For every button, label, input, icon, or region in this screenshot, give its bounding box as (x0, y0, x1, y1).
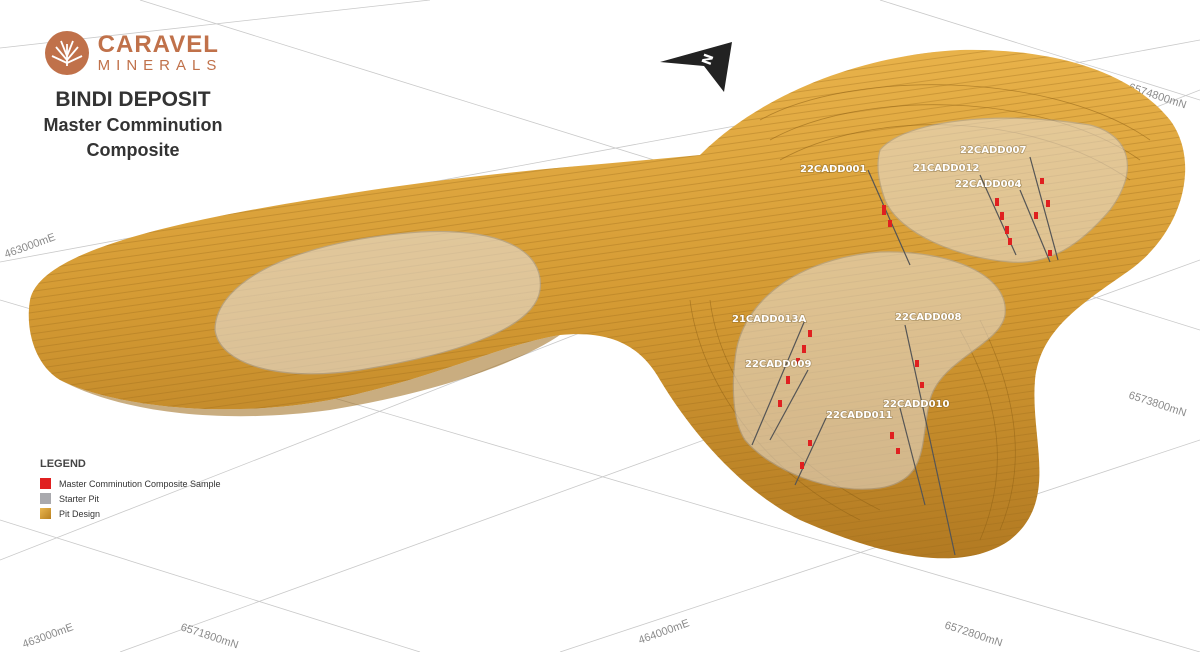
legend-item-starter-pit: Starter Pit (40, 493, 221, 504)
drill-hole-label: 22CADD008 (895, 312, 962, 323)
drill-hole-label: 22CADD009 (745, 359, 812, 370)
page-subtitle-line2: Composite (86, 139, 180, 160)
grid-label-463000-bottom: 463000mE (21, 621, 75, 650)
drill-hole-label: 21CADD013A (732, 314, 806, 325)
drill-hole-labels: 22CADD001 22CADD007 21CADD012 22CADD004 … (731, 144, 1027, 422)
drill-hole-label: 22CADD007 (960, 145, 1027, 156)
legend-title: LEGEND (40, 458, 86, 470)
legend-swatch-sample (40, 478, 51, 489)
legend-swatch-pit-design (40, 508, 51, 519)
drill-hole-label: 21CADD012 (913, 163, 980, 174)
legend-item-pit-design: Pit Design (40, 508, 221, 519)
svg-text:N: N (700, 52, 718, 67)
legend-label: Starter Pit (59, 493, 100, 504)
legend: LEGEND Master Comminution Composite Samp… (40, 458, 221, 523)
drill-traces (751, 156, 1059, 556)
caravel-logo-icon (44, 31, 89, 75)
composite-samples (778, 178, 1052, 469)
starter-pit-south (732, 251, 1006, 490)
legend-item-sample: Master Comminution Composite Sample (40, 478, 221, 489)
grid-label-6571800: 6571800mN (179, 621, 240, 651)
grid-label-6572800: 6572800mN (943, 619, 1004, 649)
legend-swatch-starter-pit (40, 493, 51, 504)
page-subtitle-line1: Master Comminution (43, 115, 223, 135)
logo-name: CARAVEL (97, 31, 219, 58)
title-block: CARAVEL MINERALS BINDI DEPOSIT Master Co… (18, 30, 248, 161)
north-arrow-icon: N (660, 42, 732, 92)
drill-hole-label: 22CADD001 (800, 164, 867, 175)
page-title: BINDI DEPOSIT (55, 88, 211, 111)
starter-pit-west (214, 230, 541, 375)
legend-label: Master Comminution Composite Sample (59, 478, 221, 489)
drill-hole-label: 22CADD011 (826, 410, 893, 421)
starter-pits (214, 117, 1128, 490)
logo-subtitle: MINERALS (97, 57, 223, 74)
drill-hole-label: 22CADD010 (883, 399, 950, 410)
starter-pit-northeast (877, 117, 1128, 263)
legend-label: Pit Design (59, 508, 101, 519)
drill-hole-label: 22CADD004 (955, 179, 1022, 190)
grid-label-6573800: 6573800mN (1127, 389, 1188, 419)
grid-label-464000: 464000mE (637, 617, 691, 646)
company-logo: CARAVEL MINERALS (18, 30, 248, 76)
